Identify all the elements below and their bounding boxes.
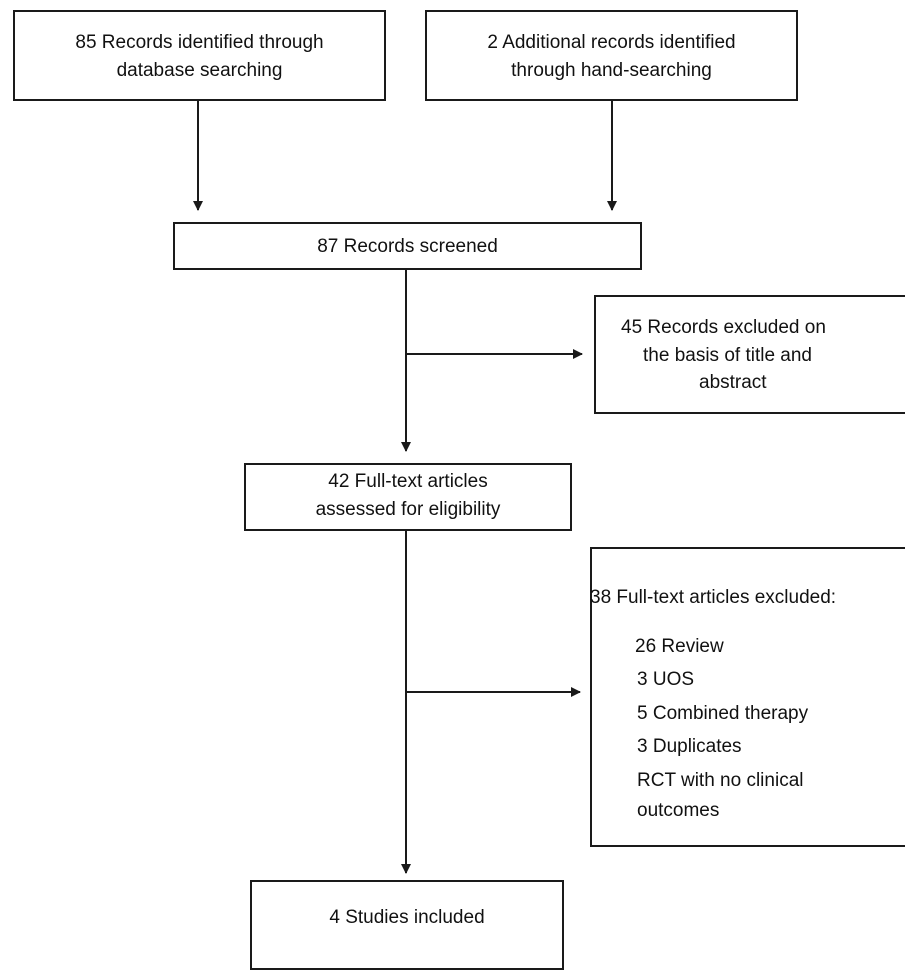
records-screened-box: 87 Records screened xyxy=(173,222,642,270)
excluded-reason-combined-therapy: 5 Combined therapy xyxy=(637,703,809,724)
handsearch-records-line-1: 2 Additional records identified xyxy=(487,32,736,53)
excluded-reason-review: 26 Review xyxy=(635,636,724,657)
excluded-title-line-1: 45 Records excluded on xyxy=(621,317,826,338)
handsearch-records-line-2: through hand-searching xyxy=(511,60,712,81)
studies-included-box: 4 Studies included xyxy=(250,880,564,970)
records-screened-line: 87 Records screened xyxy=(317,236,498,257)
excluded-reason-rct-line-1: RCT with no clinical xyxy=(637,770,804,791)
fulltext-assessed-line-2: assessed for eligibility xyxy=(315,499,501,520)
excluded-reason-uos: 3 UOS xyxy=(637,669,695,690)
database-records-box: 85 Records identified through database s… xyxy=(13,10,386,101)
database-records-line-1: 85 Records identified through xyxy=(75,32,324,53)
excluded-title-line-3: abstract xyxy=(699,372,767,393)
excluded-reason-rct-line-2: outcomes xyxy=(637,800,720,821)
database-records-line-2: database searching xyxy=(116,60,283,81)
excluded-title-abstract-box: 45 Records excluded on the basis of titl… xyxy=(594,295,905,414)
excluded-reason-duplicates: 3 Duplicates xyxy=(637,736,742,757)
fulltext-assessed-line-1: 42 Full-text articles xyxy=(328,471,488,492)
excluded-fulltext-heading: 38 Full-text articles excluded: xyxy=(590,587,837,608)
handsearch-records-box: 2 Additional records identified through … xyxy=(425,10,798,101)
fulltext-assessed-box: 42 Full-text articles assessed for eligi… xyxy=(244,463,572,531)
studies-included-line: 4 Studies included xyxy=(329,907,485,928)
excluded-fulltext-box: 38 Full-text articles excluded: 26 Revie… xyxy=(590,547,905,847)
excluded-title-line-2: the basis of title and xyxy=(643,345,812,366)
